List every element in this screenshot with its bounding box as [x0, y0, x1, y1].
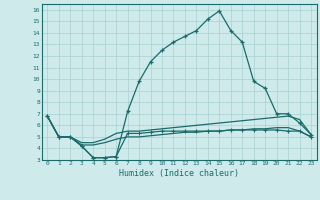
X-axis label: Humidex (Indice chaleur): Humidex (Indice chaleur)	[119, 169, 239, 178]
